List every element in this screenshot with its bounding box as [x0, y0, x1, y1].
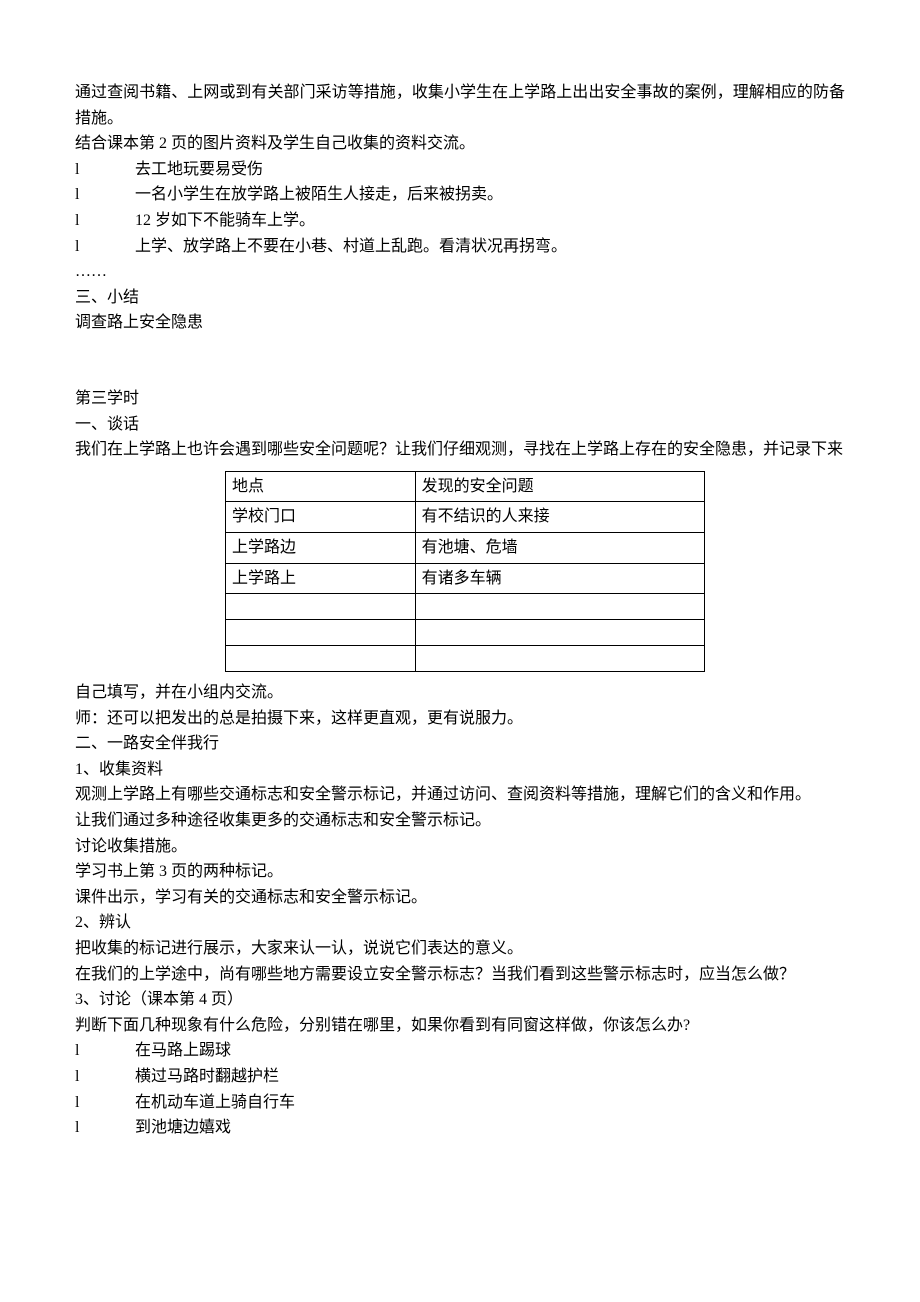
list-item: l 在机动车道上骑自行车: [75, 1090, 845, 1116]
table-cell: 有不结识的人来接: [415, 502, 704, 533]
table-cell: 上学路上: [226, 563, 416, 594]
body-paragraph: 让我们通过多种途径收集更多的交通标志和安全警示标记。: [75, 808, 845, 834]
list-marker: l: [75, 1038, 135, 1064]
list-item: l 横过马路时翻越护栏: [75, 1064, 845, 1090]
intro-paragraph-1: 通过查阅书籍、上网或到有关部门采访等措施，收集小学生在上学路上出出安全事故的案例…: [75, 80, 845, 131]
table-cell: 有诸多车辆: [415, 563, 704, 594]
section-content: 调查路上安全隐患: [75, 310, 845, 336]
table-cell: 地点: [226, 471, 416, 502]
list-marker: l: [75, 182, 135, 208]
table-cell: [226, 646, 416, 672]
section-heading: 三、小结: [75, 285, 845, 311]
body-paragraph: 把收集的标记进行展示，大家来认一认，说说它们表达的意义。: [75, 936, 845, 962]
table-cell: [226, 620, 416, 646]
body-paragraph: 观测上学路上有哪些交通标志和安全警示标记，并通过访问、查阅资料等措施，理解它们的…: [75, 782, 845, 808]
body-paragraph: 学习书上第 3 页的两种标记。: [75, 859, 845, 885]
after-table-p1: 自己填写，并在小组内交流。: [75, 680, 845, 706]
table-cell: 发现的安全问题: [415, 471, 704, 502]
after-table-p2: 师：还可以把发出的总是拍摄下来，这样更直观，更有说服力。: [75, 706, 845, 732]
list-marker: l: [75, 234, 135, 260]
table-cell: 上学路边: [226, 532, 416, 563]
list-item: l 12 岁如下不能骑车上学。: [75, 208, 845, 234]
table-cell: [415, 620, 704, 646]
section-heading: 二、一路安全伴我行: [75, 731, 845, 757]
sub-heading: 2、辨认: [75, 910, 845, 936]
list-marker: l: [75, 208, 135, 234]
table-cell: 学校门口: [226, 502, 416, 533]
lesson-title: 第三学时: [75, 386, 845, 412]
list-content: 横过马路时翻越护栏: [135, 1064, 845, 1090]
list-marker: l: [75, 1090, 135, 1116]
table-row: 地点 发现的安全问题: [226, 471, 705, 502]
table-cell: [415, 646, 704, 672]
list-content: 一名小学生在放学路上被陌生人接走，后来被拐卖。: [135, 182, 845, 208]
body-paragraph: 判断下面几种现象有什么危险，分别错在哪里，如果你看到有同窗这样做，你该怎么办?: [75, 1013, 845, 1039]
list-item: l 在马路上踢球: [75, 1038, 845, 1064]
table-cell: [415, 594, 704, 620]
list-content: 12 岁如下不能骑车上学。: [135, 208, 845, 234]
list-item: l 一名小学生在放学路上被陌生人接走，后来被拐卖。: [75, 182, 845, 208]
list-content: 在马路上踢球: [135, 1038, 845, 1064]
ellipsis: ……: [75, 259, 845, 285]
lesson-paragraph: 我们在上学路上也许会遇到哪些安全问题呢？让我们仔细观测，寻找在上学路上存在的安全…: [75, 437, 845, 463]
table-row: [226, 646, 705, 672]
list-content: 上学、放学路上不要在小巷、村道上乱跑。看清状况再拐弯。: [135, 234, 845, 260]
safety-table: 地点 发现的安全问题 学校门口 有不结识的人来接 上学路边 有池塘、危墙 上学路…: [225, 471, 705, 672]
table-row: [226, 620, 705, 646]
list-item: l 到池塘边嬉戏: [75, 1115, 845, 1141]
sub-heading: 3、讨论（课本第 4 页）: [75, 987, 845, 1013]
list-marker: l: [75, 157, 135, 183]
table-cell: [226, 594, 416, 620]
body-paragraph: 讨论收集措施。: [75, 834, 845, 860]
list-content: 到池塘边嬉戏: [135, 1115, 845, 1141]
list-item: l 上学、放学路上不要在小巷、村道上乱跑。看清状况再拐弯。: [75, 234, 845, 260]
sub-heading: 1、收集资料: [75, 757, 845, 783]
list-marker: l: [75, 1064, 135, 1090]
table-row: 学校门口 有不结识的人来接: [226, 502, 705, 533]
list-content: 在机动车道上骑自行车: [135, 1090, 845, 1116]
section-break: [75, 336, 845, 386]
body-paragraph: 在我们的上学途中，尚有哪些地方需要设立安全警示标志？当我们看到这些警示标志时，应…: [75, 962, 845, 988]
table-row: 上学路上 有诸多车辆: [226, 563, 705, 594]
table-cell: 有池塘、危墙: [415, 532, 704, 563]
intro-paragraph-2: 结合课本第 2 页的图片资料及学生自己收集的资料交流。: [75, 131, 845, 157]
list-item: l 去工地玩要易受伤: [75, 157, 845, 183]
table-row: [226, 594, 705, 620]
body-paragraph: 课件出示，学习有关的交通标志和安全警示标记。: [75, 885, 845, 911]
list-marker: l: [75, 1115, 135, 1141]
list-content: 去工地玩要易受伤: [135, 157, 845, 183]
section-heading: 一、谈话: [75, 412, 845, 438]
table-row: 上学路边 有池塘、危墙: [226, 532, 705, 563]
